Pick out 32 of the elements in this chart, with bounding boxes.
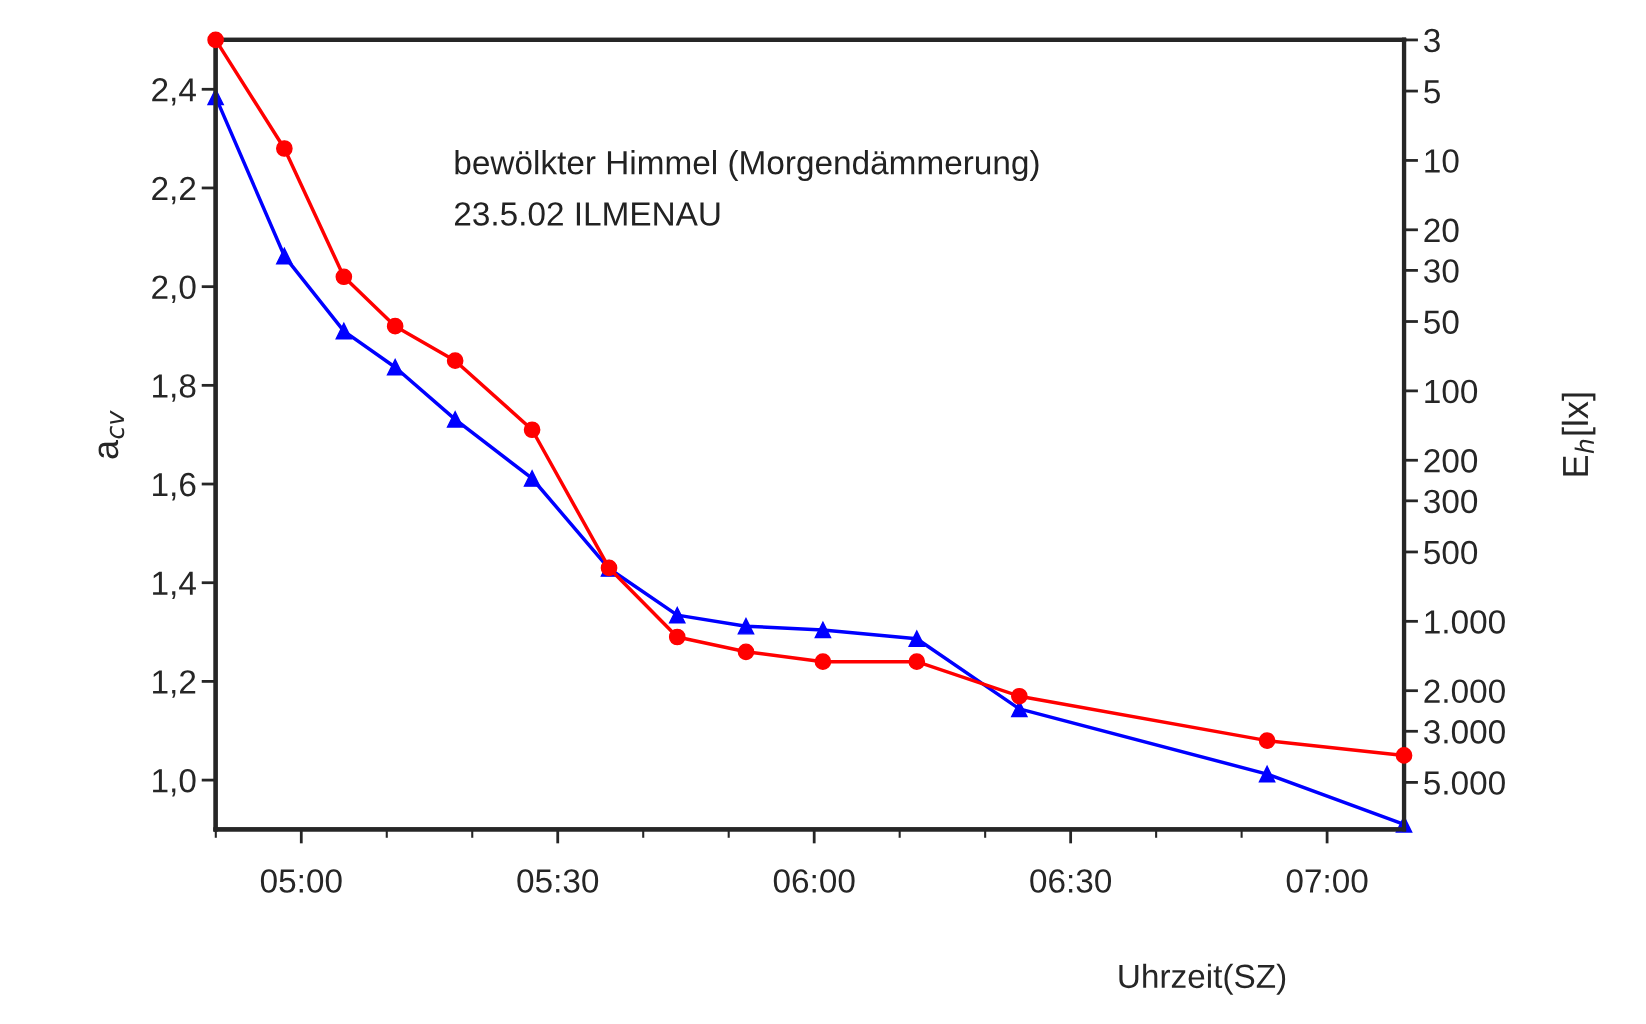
y2-tick-label: 3.000 [1424, 720, 1505, 744]
y-tick-label: 2,4 [152, 78, 196, 106]
x-axis-title: Uhrzeit(SZ) [1119, 963, 1286, 995]
y2-tick-label: 5 [1424, 80, 1440, 104]
y-axis-title: a$_{cv}$ [98, 410, 125, 459]
y2-tick-label: 1.000 [1425, 610, 1505, 634]
y2-tick-label: 200 [1424, 449, 1478, 473]
y-tick-label: 2,0 [152, 275, 196, 303]
y-tick-label: 1,0 [153, 768, 196, 797]
x-tick-label: 05:30 [517, 869, 599, 893]
x-tick-label: 06:30 [1030, 869, 1112, 893]
y2-tick-label: 50 [1424, 310, 1459, 334]
y2-tick-label: 5.000 [1424, 771, 1505, 795]
y2-tick-label: 10 [1425, 149, 1459, 173]
annotation: bewölkter Himmel (Morgendämmerung) [455, 150, 1039, 182]
x-tick-label: 05:00 [260, 869, 342, 893]
y-tick-label: 1,2 [153, 670, 196, 698]
y2-tick-label: 30 [1424, 259, 1459, 283]
y-tick-label: 1,8 [153, 374, 196, 402]
y-tick-label: 2,2 [152, 176, 196, 205]
y2-tick-label: 300 [1424, 489, 1478, 514]
x-tick-label: 06:00 [773, 869, 855, 893]
y-tick-label: 1,4 [153, 571, 196, 600]
y-tick-label: 1,6 [153, 472, 196, 501]
x-tick-label: 07:00 [1286, 869, 1368, 893]
y2-axis-title: E$_{h}$[lx] [1561, 393, 1596, 476]
y2-tick-label: 500 [1424, 540, 1478, 565]
y2-tick-label: 20 [1424, 218, 1459, 243]
y2-tick-label: 3 [1424, 28, 1440, 53]
annotation: 23.5.02 ILMENAU [454, 202, 720, 226]
y2-tick-label: 2.000 [1424, 679, 1505, 704]
y2-tick-label: 100 [1425, 379, 1478, 404]
